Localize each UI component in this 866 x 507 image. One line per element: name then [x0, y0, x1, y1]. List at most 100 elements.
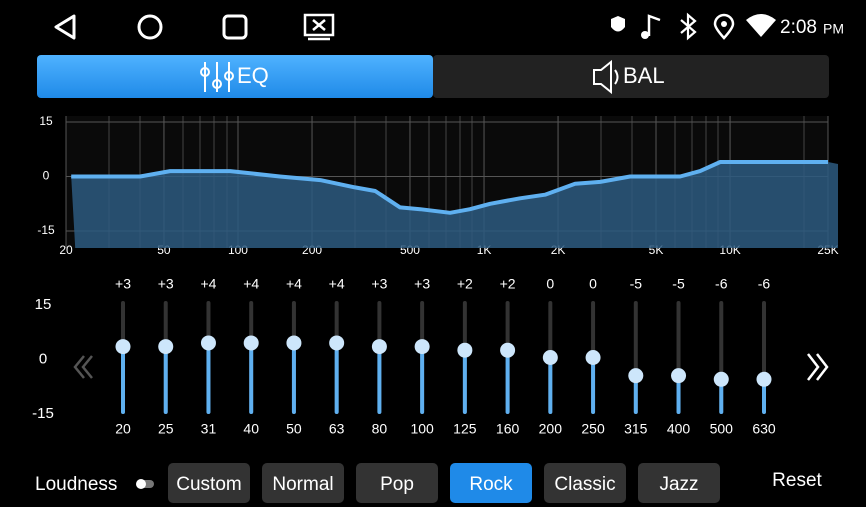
slider-knob[interactable] [414, 339, 430, 355]
frequency-label: 500 [710, 421, 734, 437]
preset-button[interactable] [356, 463, 438, 503]
gain-label: +2 [500, 276, 516, 292]
frequency-label: 400 [667, 421, 691, 437]
gain-label: 0 [546, 276, 554, 292]
slider-knob[interactable] [713, 371, 729, 387]
frequency-label: 250 [581, 421, 605, 437]
frequency-label: 40 [243, 421, 259, 437]
preset-button[interactable] [262, 463, 344, 503]
recents-button[interactable] [222, 14, 248, 40]
preset-label: Pop [380, 474, 414, 495]
tab-label: EQ [237, 63, 269, 88]
y-tick-label: -15 [37, 223, 55, 237]
slider-scale-label: -15 [32, 405, 54, 422]
frequency-label: 20 [115, 421, 131, 437]
preset-button[interactable] [168, 463, 250, 503]
tab[interactable] [433, 55, 829, 98]
gain-label: +3 [115, 276, 131, 292]
slider-knob[interactable] [628, 368, 644, 384]
slider-knob[interactable] [585, 350, 601, 365]
gain-label: +4 [329, 276, 345, 292]
frequency-label: 63 [329, 421, 345, 437]
gain-label: +3 [158, 276, 174, 292]
frequency-label: 80 [372, 421, 388, 437]
gain-label: 0 [589, 276, 597, 292]
slider-knob[interactable] [286, 335, 302, 351]
slider-knob[interactable] [671, 368, 687, 384]
slider-scale-label: 0 [39, 350, 47, 367]
y-tick-label: 15 [39, 114, 53, 128]
preset-buttons: Custom Normal Pop Rock Classic Jazz [168, 463, 720, 503]
slider-knob[interactable] [542, 350, 558, 365]
back-button[interactable] [54, 14, 76, 40]
slider-knob[interactable] [115, 339, 131, 355]
preset-label: Classic [554, 474, 615, 495]
preset-label: Custom [176, 474, 241, 495]
gain-label: +3 [414, 276, 430, 292]
preset-label: Normal [272, 474, 333, 495]
tab-bar: EQ BAL [37, 55, 829, 98]
bluetooth-icon [680, 12, 697, 41]
gain-label: +4 [200, 276, 216, 292]
tab-label: BAL [623, 63, 665, 88]
response-area [71, 162, 838, 248]
loudness-toggle[interactable] [136, 479, 154, 489]
tab[interactable] [37, 55, 433, 98]
prev-page[interactable] [73, 355, 93, 379]
slider-knob[interactable] [158, 339, 174, 355]
frequency-label: 125 [453, 421, 477, 437]
slider-scale-label: 15 [35, 296, 52, 313]
frequency-label: 200 [539, 421, 563, 437]
speaker-icon [593, 59, 619, 95]
frequency-label: 100 [410, 421, 434, 437]
gain-label: -6 [758, 276, 771, 292]
slider-knob[interactable] [756, 371, 772, 387]
preset-label: Jazz [659, 474, 698, 495]
gain-label: -6 [715, 276, 728, 292]
gain-label: +2 [457, 276, 473, 292]
frequency-label: 630 [752, 421, 776, 437]
eq-icon-knob [200, 67, 210, 77]
clock: 2:08 [780, 17, 817, 38]
slider-knob[interactable] [329, 335, 345, 351]
frequency-label: 160 [496, 421, 520, 437]
frequency-label: 31 [201, 421, 217, 437]
preset-button[interactable] [450, 463, 532, 503]
frequency-label: 50 [286, 421, 302, 437]
x-tick-label: 20 [59, 243, 73, 257]
gain-label: +4 [243, 276, 259, 292]
shield-icon [611, 16, 625, 32]
toggle-thumb [136, 479, 146, 489]
reset-button[interactable]: Reset [772, 470, 822, 491]
wifi-icon [746, 14, 776, 37]
slider-knob[interactable] [371, 339, 387, 355]
slider-knob[interactable] [243, 335, 259, 351]
eq-icon-knob [212, 79, 222, 89]
gain-label: +4 [286, 276, 302, 292]
preset-button[interactable] [544, 463, 626, 503]
screen-icon[interactable] [303, 13, 335, 41]
loudness-label: Loudness [35, 474, 117, 495]
band-sliders: 15 0 -15 +3 20 +3 25 +4 31 +4 40 +4 50 +4 63 +3 80 +3 100 +… [32, 276, 776, 437]
gain-label: +3 [371, 276, 387, 292]
clock-meridiem: PM [823, 21, 844, 37]
gain-label: -5 [672, 276, 685, 292]
preset-label: Rock [469, 474, 513, 495]
frequency-label: 25 [158, 421, 174, 437]
slider-knob[interactable] [500, 342, 516, 358]
home-button[interactable] [137, 14, 163, 40]
frequency-label: 315 [624, 421, 648, 437]
response-curve [71, 160, 828, 215]
y-tick-label: 0 [43, 169, 50, 183]
slider-knob[interactable] [457, 342, 473, 358]
next-page[interactable] [807, 353, 829, 381]
location-icon [713, 13, 735, 40]
gain-label: -5 [630, 276, 643, 292]
music-icon [641, 14, 661, 39]
slider-knob[interactable] [200, 335, 216, 351]
preset-button[interactable] [638, 463, 720, 503]
eq-icon-knob [224, 71, 234, 81]
